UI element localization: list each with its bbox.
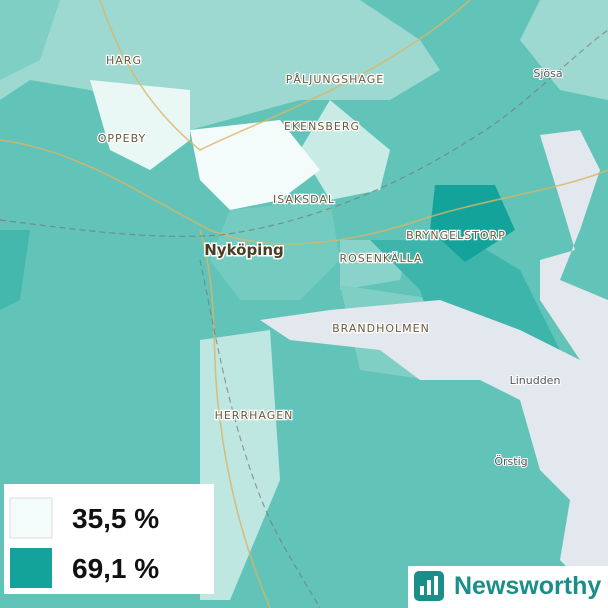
place-label: HARG: [106, 54, 142, 67]
district: [190, 120, 320, 210]
road: [99, 0, 471, 151]
road: [0, 139, 608, 245]
logo-bar: [420, 586, 424, 595]
place-label: BRYNGELSTORP: [406, 229, 506, 242]
place-label: BRANDHOLMEN: [332, 322, 430, 335]
railway: [0, 29, 608, 237]
place-label: Örstig: [494, 455, 527, 468]
legend-label: 69,1 %: [72, 553, 159, 584]
legend-swatch: [10, 548, 52, 588]
district: [370, 240, 560, 350]
place-label: PÅLJUNGSHAGE: [286, 73, 384, 86]
district: [90, 80, 190, 170]
logo-bar: [434, 576, 438, 595]
legend-swatch: [9, 497, 53, 539]
logo-bar: [427, 580, 431, 595]
place-label: Sjösa: [533, 67, 562, 80]
place-label: ROSENKÄLLA: [339, 252, 422, 265]
legend-label: 35,5 %: [72, 503, 159, 534]
district: [0, 230, 30, 310]
district: [430, 185, 515, 262]
road: [199, 229, 271, 608]
district: [0, 0, 60, 80]
brand-name: Newsworthy: [454, 572, 601, 600]
district: [200, 330, 280, 600]
water: [260, 130, 608, 608]
place-label: HERRHAGEN: [215, 409, 294, 422]
place-label: EKENSBERG: [284, 120, 360, 133]
district: [210, 200, 340, 300]
district: [300, 100, 390, 200]
place-label: Linudden: [510, 374, 561, 387]
district: [520, 0, 608, 100]
railway: [199, 259, 321, 608]
place-label: ISAKSDAL: [273, 193, 335, 206]
place-label: OPPEBY: [98, 132, 147, 145]
city-label: Nyköping: [204, 241, 284, 259]
